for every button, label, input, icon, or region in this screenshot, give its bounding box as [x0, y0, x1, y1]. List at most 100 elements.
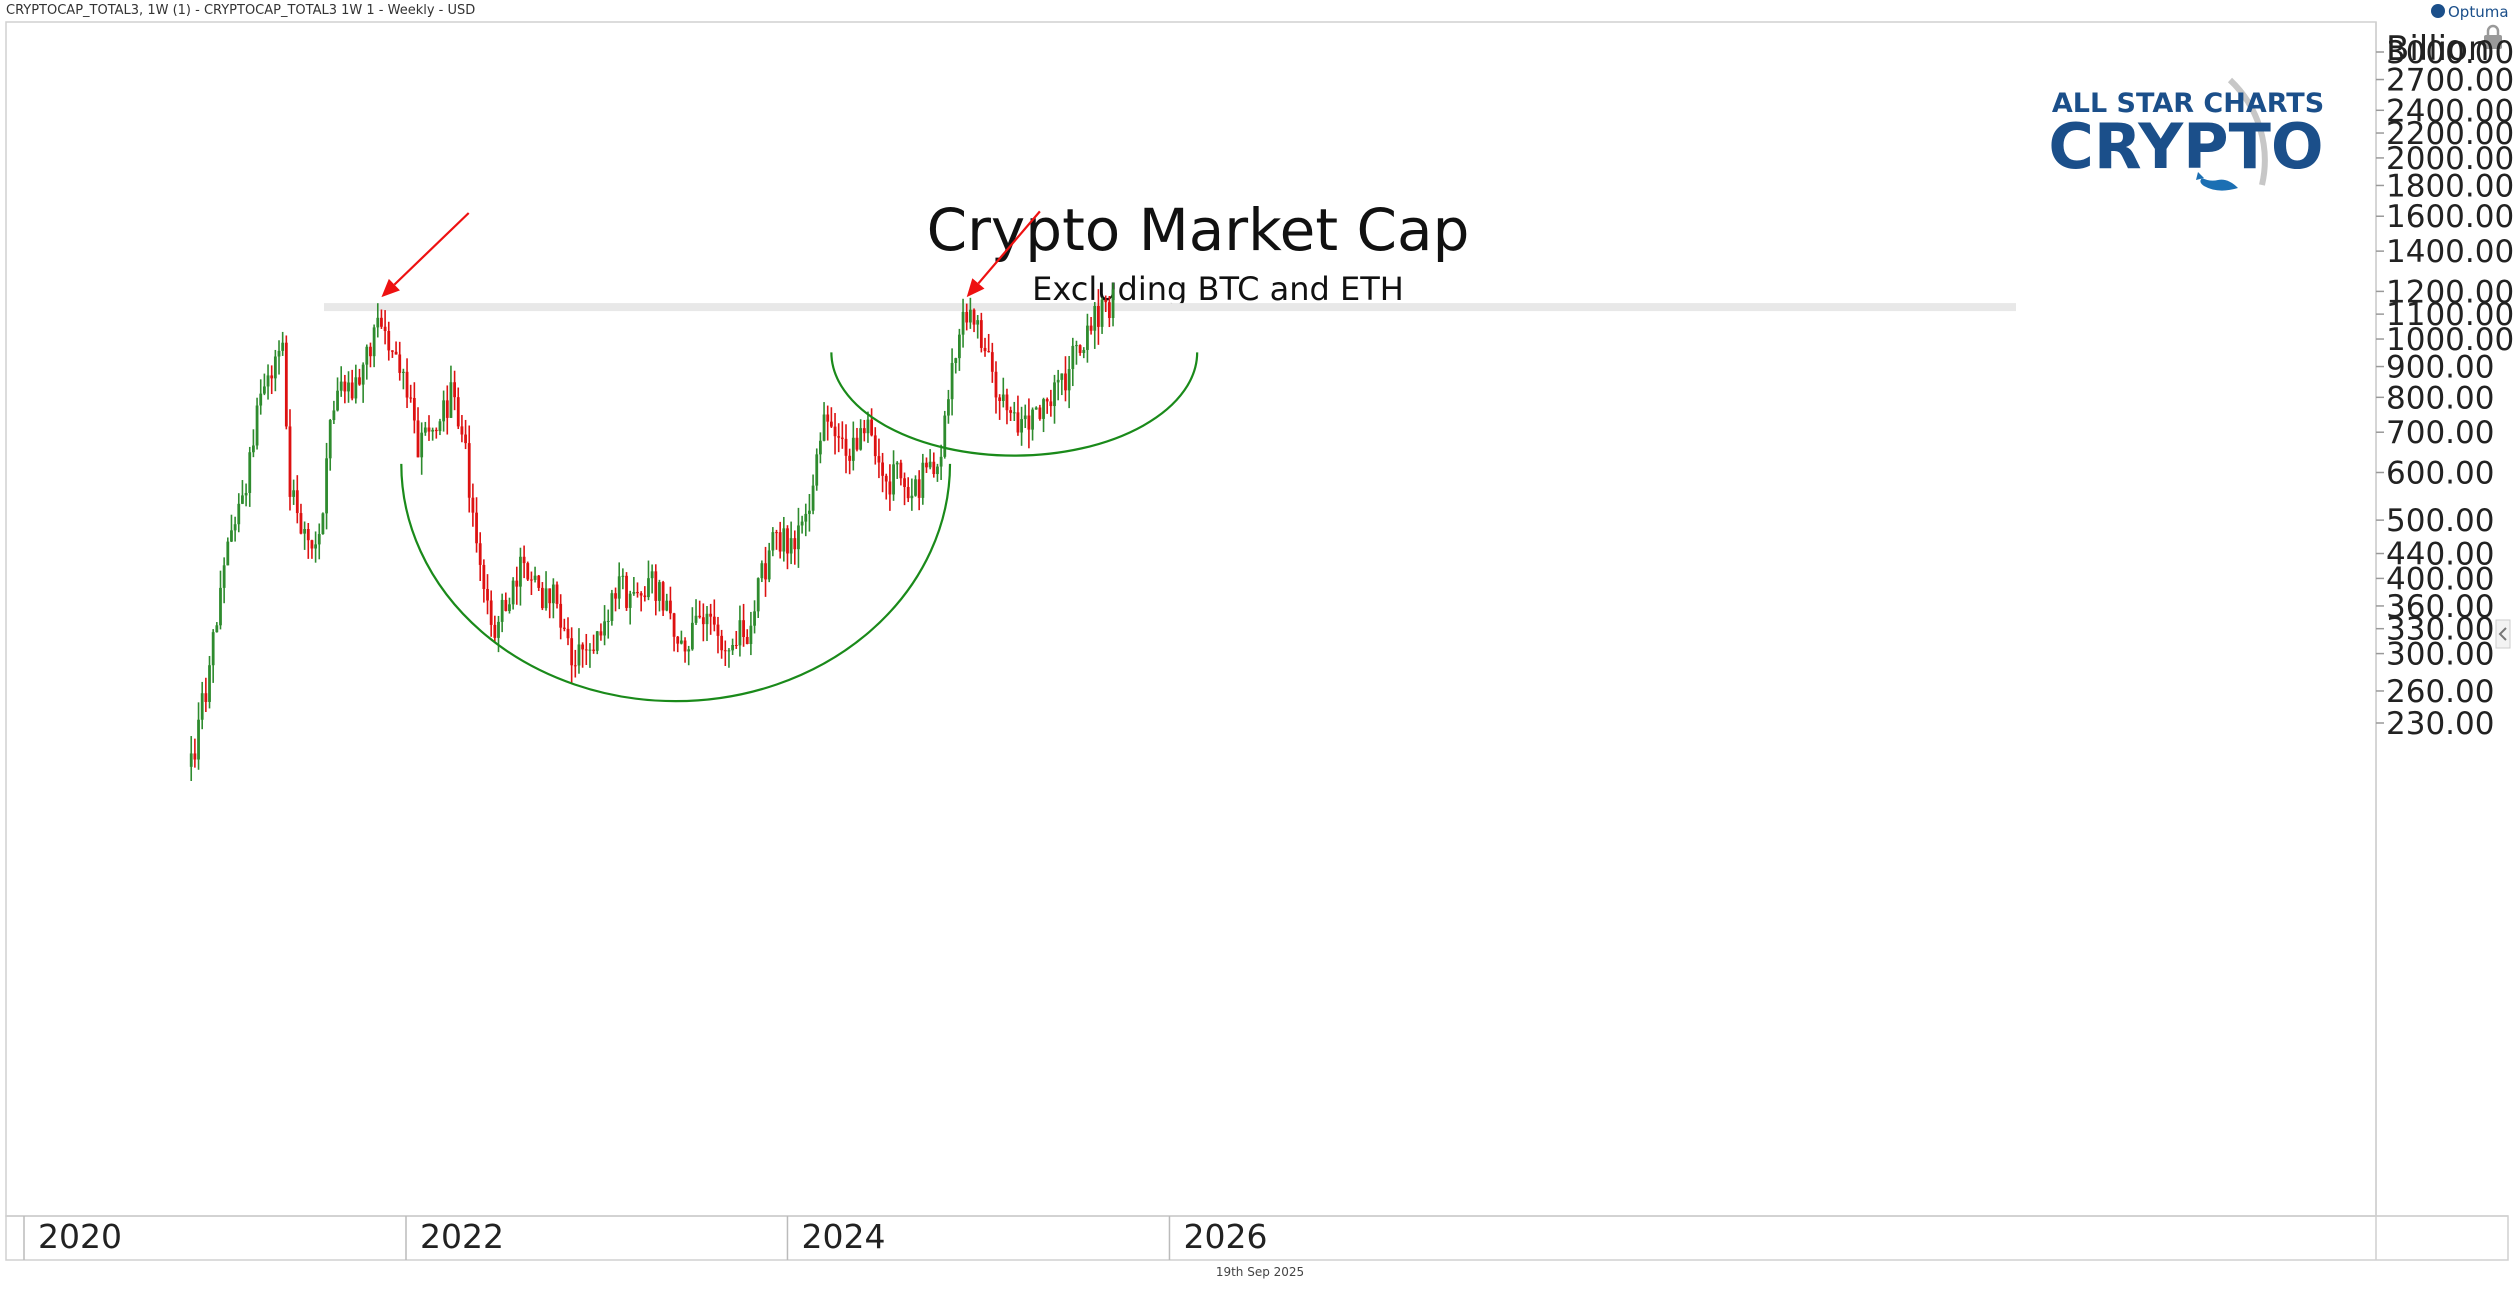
candle	[1093, 302, 1097, 349]
candle	[284, 335, 288, 430]
candle	[881, 452, 884, 493]
candle	[661, 580, 665, 617]
candle	[917, 470, 921, 511]
candle	[665, 593, 669, 612]
candle	[877, 438, 881, 479]
candle	[899, 459, 903, 486]
candle	[1031, 407, 1034, 441]
y-tick-label: 230.00	[2386, 706, 2494, 742]
candle	[983, 337, 987, 357]
candle	[636, 582, 639, 598]
candle	[687, 645, 691, 666]
candle	[1107, 295, 1111, 328]
candle	[438, 418, 442, 436]
candle	[508, 597, 511, 614]
brand-label: Optuma	[2448, 3, 2509, 21]
x-tick-label: 2020	[38, 1217, 122, 1256]
candle	[639, 591, 643, 612]
candle	[1034, 406, 1038, 410]
arrow-1	[381, 212, 470, 298]
candle	[343, 374, 347, 404]
candle	[811, 474, 815, 515]
candle	[764, 546, 767, 597]
candle	[442, 390, 446, 432]
candle	[1009, 406, 1013, 421]
candle	[314, 531, 317, 563]
candle	[701, 603, 705, 642]
y-tick-label: 800.00	[2386, 380, 2494, 416]
candle	[617, 562, 621, 610]
candle	[540, 582, 544, 611]
candle	[786, 525, 789, 570]
candle	[932, 452, 936, 478]
y-tick-label: 400.00	[2386, 561, 2494, 597]
candle	[453, 370, 456, 411]
candle	[310, 539, 314, 559]
candle	[683, 637, 687, 663]
candle	[976, 315, 980, 339]
candle	[460, 415, 464, 443]
candle	[391, 350, 394, 358]
candle	[277, 340, 281, 375]
candle	[775, 529, 778, 550]
y-tick-label: 1100.00	[2386, 297, 2514, 333]
candle	[372, 324, 376, 368]
candle	[493, 615, 497, 644]
candle	[800, 515, 804, 534]
candle	[519, 547, 522, 606]
candle	[782, 516, 786, 562]
lock-icon[interactable]	[2484, 24, 2502, 49]
candle	[632, 576, 636, 596]
candle	[979, 312, 983, 353]
y-tick-label: 260.00	[2386, 674, 2494, 710]
candle	[281, 331, 285, 356]
candle	[200, 681, 204, 730]
candle	[1056, 369, 1060, 401]
candle	[486, 574, 489, 615]
y-tick-label: 1200.00	[2386, 274, 2514, 310]
y-tick-label: 600.00	[2386, 455, 2494, 491]
candle	[405, 358, 409, 409]
candle	[716, 616, 720, 654]
candle	[1016, 395, 1020, 436]
candle	[255, 397, 259, 450]
candle	[672, 612, 676, 652]
candle	[262, 373, 266, 396]
candle	[548, 588, 552, 619]
candle	[720, 629, 724, 659]
candle	[888, 464, 892, 511]
collapse-chevron-icon[interactable]	[2495, 619, 2511, 649]
candle	[840, 421, 844, 449]
candle	[621, 568, 625, 590]
candle	[1045, 397, 1049, 414]
candle	[1075, 340, 1078, 365]
candle	[925, 457, 928, 473]
candle	[241, 480, 244, 505]
candle	[376, 303, 380, 338]
candle	[826, 405, 830, 441]
candle	[566, 617, 570, 646]
candle	[862, 419, 866, 442]
x-tick-label: 2026	[1183, 1217, 1267, 1256]
y-tick-label: 300.00	[2386, 637, 2494, 673]
candle	[1082, 347, 1086, 359]
candle	[903, 472, 906, 506]
candle	[530, 571, 533, 595]
candle	[606, 609, 610, 639]
candle	[968, 297, 972, 329]
candle	[467, 425, 471, 513]
candle	[303, 521, 307, 550]
candle	[643, 586, 647, 602]
candle	[914, 475, 917, 497]
candle	[526, 561, 530, 581]
candle	[394, 341, 398, 355]
candle	[698, 600, 702, 619]
candle	[332, 400, 336, 424]
candle	[767, 542, 771, 583]
logo-line1: ALL STAR CHARTS	[2052, 88, 2324, 119]
y-tick-label: 440.00	[2386, 537, 2494, 573]
candle	[833, 413, 837, 455]
candle	[193, 738, 197, 768]
brand-icon	[2431, 4, 2445, 18]
all-star-charts-logo: ALL STAR CHARTS CRYPTO	[2048, 77, 2324, 191]
